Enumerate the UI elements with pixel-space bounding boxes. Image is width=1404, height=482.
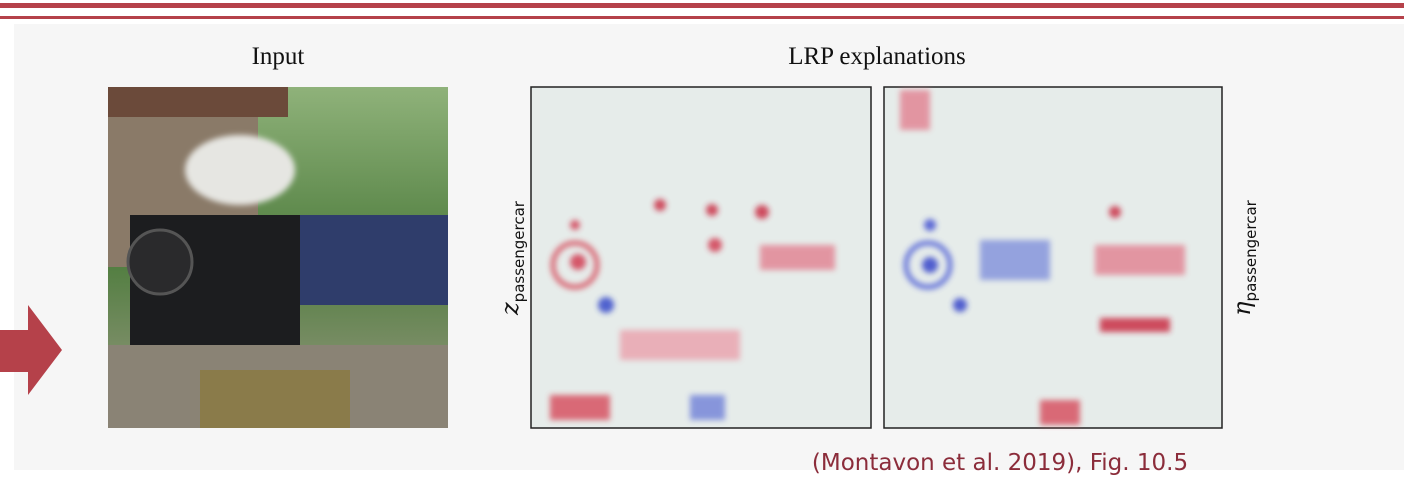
- subscript: passengercar: [1242, 199, 1260, 301]
- citation: (Montavon et al. 2019), Fig. 10.5: [812, 450, 1188, 476]
- subscript: passengercar: [510, 200, 528, 302]
- input-image: [108, 87, 448, 428]
- explanations-label: LRP explanations: [788, 43, 966, 70]
- heatmap-z: [531, 87, 871, 428]
- input-label: Input: [252, 43, 305, 70]
- body: Input LRP explanations: [0, 0, 1404, 482]
- symbol: z: [496, 302, 524, 316]
- top-rule: [0, 3, 1404, 8]
- slide: Input LRP explanations: [0, 0, 1404, 482]
- heatmap-eta: [884, 87, 1222, 428]
- symbol: η: [1228, 301, 1256, 316]
- page: {"header": {"input_label": "Input", "exp…: [0, 0, 1404, 482]
- top-rule-thin: [0, 16, 1404, 19]
